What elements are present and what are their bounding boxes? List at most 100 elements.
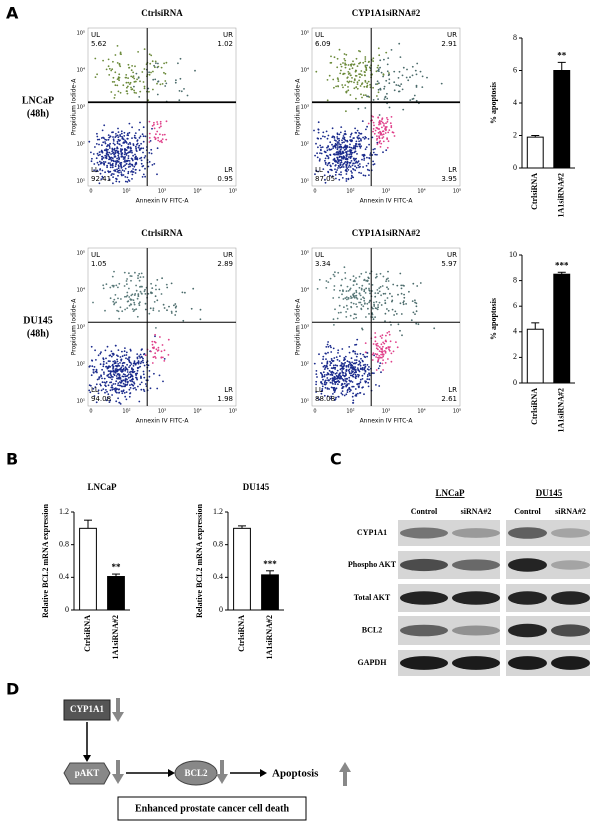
event-dot (351, 151, 354, 154)
event-dot (359, 147, 362, 149)
bar (261, 574, 279, 611)
event-dot (127, 155, 130, 157)
event-dot (415, 86, 418, 88)
event-dot (355, 160, 358, 163)
event-dot (100, 389, 103, 392)
event-dot (352, 399, 355, 402)
event-dot (127, 77, 129, 79)
event-dot (115, 301, 117, 304)
event-dot (116, 78, 119, 80)
event-dot (115, 163, 117, 166)
event-dot (362, 296, 364, 299)
event-dot (375, 347, 378, 350)
event-dot (363, 159, 365, 161)
event-dot (325, 287, 328, 289)
event-dot (122, 174, 125, 176)
x-tick-label: 1A1siRNA#2 (557, 173, 566, 217)
arrowhead (83, 755, 91, 762)
event-dot (368, 283, 371, 285)
event-dot (348, 386, 351, 389)
event-dot (127, 377, 130, 379)
event-dot (333, 56, 336, 59)
event-dot (337, 78, 339, 81)
event-dot (134, 373, 137, 375)
event-dot (128, 359, 130, 362)
event-dot (353, 313, 356, 315)
event-dot (349, 143, 351, 146)
event-dot (129, 376, 132, 379)
event-dot (116, 391, 118, 394)
up-arrow (339, 762, 351, 786)
event-dot (129, 298, 132, 300)
event-dot (156, 279, 159, 281)
event-dot (377, 304, 379, 306)
event-dot (143, 87, 146, 90)
event-dot (378, 135, 380, 138)
event-dot (334, 308, 336, 311)
event-dot (124, 159, 126, 162)
event-dot (361, 327, 363, 330)
event-dot (126, 181, 129, 183)
event-dot (106, 375, 109, 377)
event-dot (153, 121, 155, 124)
event-dot (365, 164, 368, 167)
event-dot (117, 167, 120, 170)
event-dot (129, 303, 132, 305)
event-dot (333, 145, 336, 148)
event-dot (138, 149, 141, 152)
event-dot (356, 367, 359, 369)
event-dot (104, 384, 106, 387)
event-dot (102, 365, 105, 368)
event-dot (156, 130, 159, 133)
event-dot (332, 273, 335, 276)
event-dot (350, 150, 352, 152)
event-dot (143, 68, 146, 70)
event-dot (318, 159, 321, 162)
event-dot (132, 71, 135, 74)
event-dot (334, 372, 337, 375)
event-dot (363, 367, 366, 370)
event-dot (136, 353, 139, 355)
event-dot (354, 147, 356, 150)
quadrant-name: LR (448, 166, 457, 174)
event-dot (139, 357, 142, 359)
event-dot (139, 121, 141, 124)
event-dot (118, 143, 121, 146)
event-dot (346, 391, 349, 393)
event-dot (114, 155, 116, 158)
event-dot (367, 138, 370, 140)
event-dot (128, 296, 131, 298)
event-dot (369, 154, 371, 156)
event-dot (345, 173, 348, 175)
event-dot (352, 385, 355, 388)
event-dot (324, 161, 327, 164)
event-dot (116, 84, 119, 87)
event-dot (114, 160, 117, 163)
event-dot (346, 377, 348, 380)
event-dot (116, 147, 118, 150)
event-dot (106, 345, 109, 348)
event-dot (105, 357, 107, 360)
event-dot (345, 110, 347, 113)
event-dot (112, 173, 115, 176)
event-dot (111, 147, 114, 150)
event-dot (93, 395, 96, 397)
event-dot (372, 307, 374, 310)
blot-band (400, 591, 448, 605)
event-dot (346, 360, 349, 363)
event-dot (95, 370, 98, 372)
event-dot (106, 145, 108, 148)
event-dot (337, 162, 339, 165)
event-dot (96, 135, 99, 138)
event-dot (94, 349, 96, 352)
event-dot (104, 142, 107, 145)
event-dot (102, 363, 105, 366)
event-dot (362, 386, 364, 388)
event-dot (126, 294, 129, 297)
regulation-arrows (112, 698, 351, 786)
event-dot (347, 89, 350, 92)
event-dot (336, 133, 339, 136)
event-dot (88, 365, 91, 368)
event-dot (377, 131, 380, 134)
event-dot (348, 351, 351, 354)
